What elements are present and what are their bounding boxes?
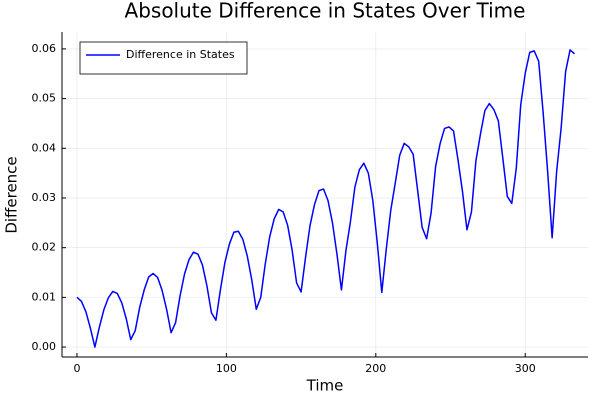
y-tick-label: 0.01: [32, 290, 57, 303]
data-line: [76, 49, 576, 348]
chart-title: Absolute Difference in States Over Time: [125, 0, 526, 23]
y-tick-label: 0.03: [32, 191, 57, 204]
x-axis-label: Time: [306, 377, 344, 395]
y-axis-label: Difference: [3, 156, 21, 233]
y-tick-label: 0.02: [32, 241, 57, 254]
x-tick-label: 0: [73, 362, 80, 375]
x-tick-label: 100: [216, 362, 237, 375]
y-tick-label: 0.04: [32, 141, 57, 154]
legend-label: Difference in States: [126, 48, 235, 61]
y-tick-label: 0.05: [32, 92, 57, 105]
y-tick-label: 0.00: [32, 340, 57, 353]
x-tick-label: 200: [365, 362, 386, 375]
legend-box: [79, 41, 248, 75]
y-tick-label: 0.06: [32, 42, 57, 55]
x-tick-label: 300: [515, 362, 536, 375]
